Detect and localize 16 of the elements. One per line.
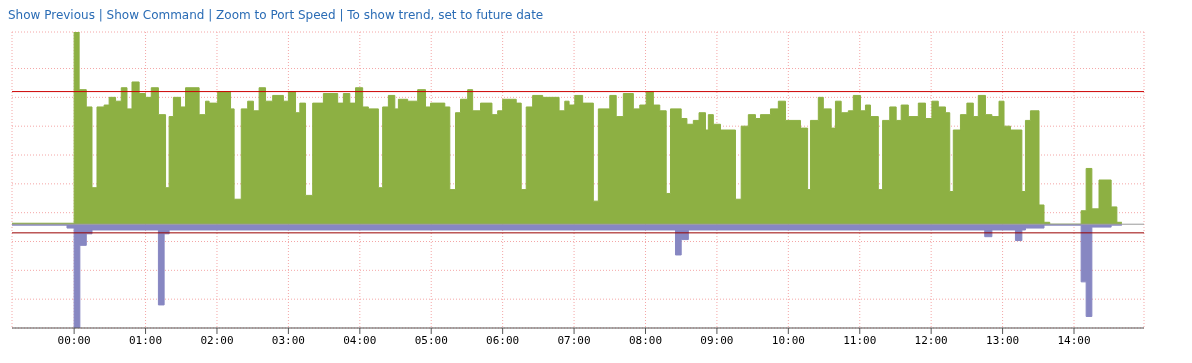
x-tick-label: 09:00	[700, 333, 734, 347]
x-tick-label: 14:00	[1057, 333, 1091, 347]
chart-title: Show Previous | Show Command | Zoom to Port Speed | To show trend, set to future date	[8, 8, 545, 24]
x-tick-label: 00:00	[57, 333, 91, 347]
x-tick-label: 05:00	[414, 333, 448, 347]
x-tick-label: 13:00	[986, 333, 1020, 347]
x-tick-label: 10:00	[771, 333, 805, 347]
x-tick-label: 01:00	[128, 333, 163, 347]
x-tick-label: 11:00	[843, 333, 877, 347]
x-tick-label: 08:00	[628, 333, 663, 347]
x-tick-label: 04:00	[343, 333, 377, 347]
x-tick-label: 02:00	[200, 333, 234, 347]
x-tick-label: 12:00	[914, 333, 948, 347]
x-tick-label: 07:00	[557, 333, 591, 347]
x-tick-label: 06:00	[486, 333, 520, 347]
x-tick-label: 03:00	[271, 333, 305, 347]
